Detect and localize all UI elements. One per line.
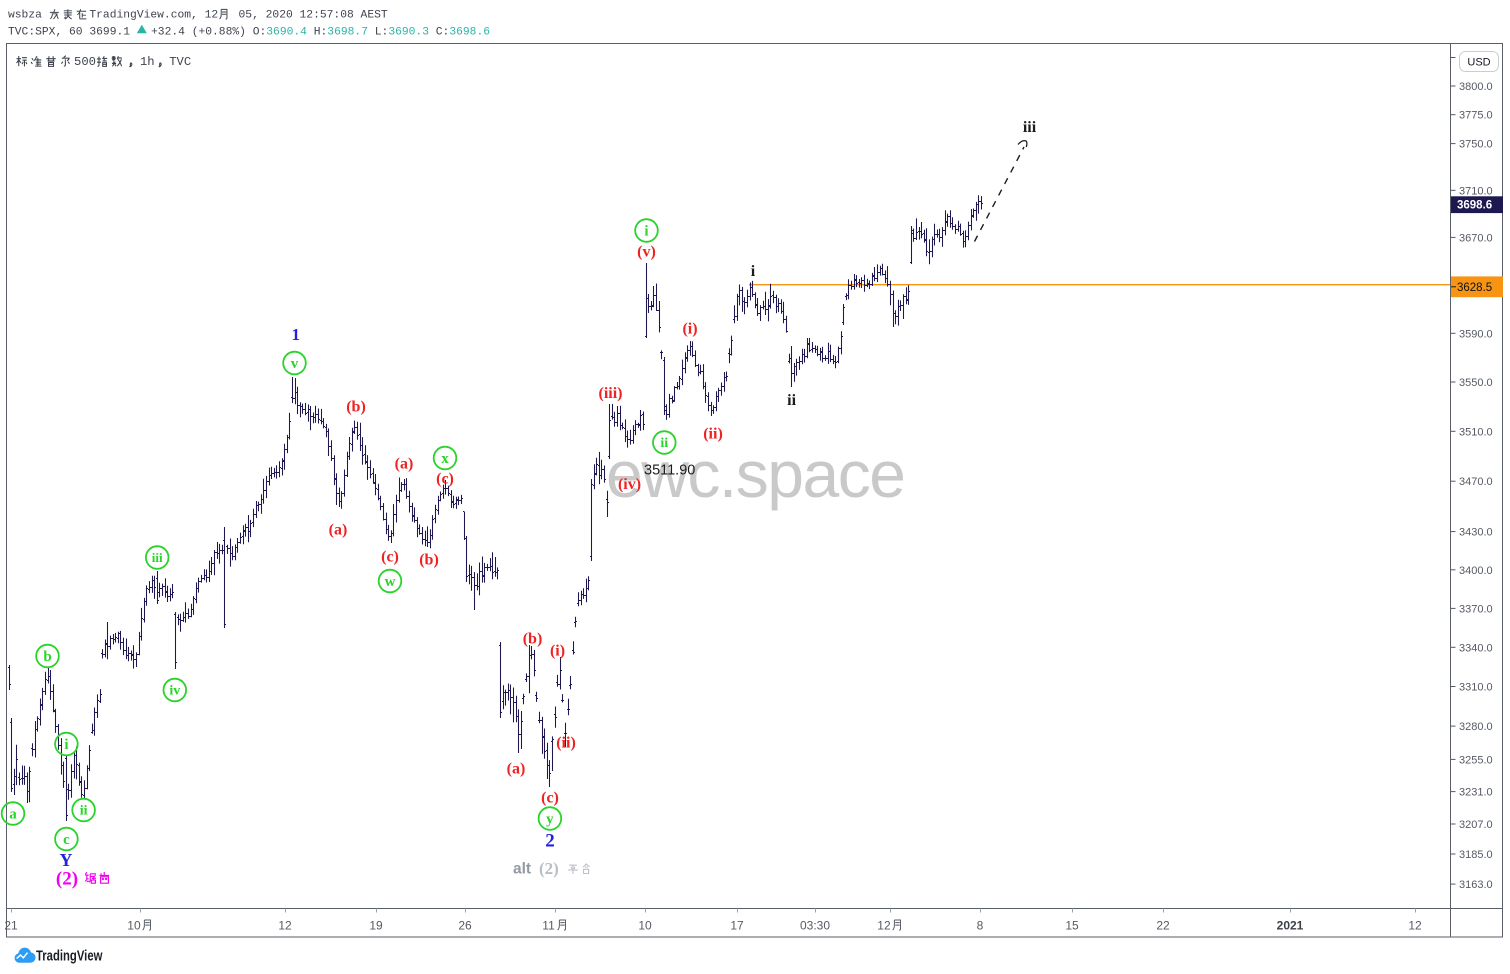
svg-text:TVC: TVC [169, 55, 191, 69]
svg-text:ii: ii [787, 392, 796, 409]
svg-text:3775.0: 3775.0 [1459, 110, 1493, 122]
svg-text:11: 11 [542, 919, 555, 933]
svg-text:21: 21 [4, 919, 18, 933]
svg-text:v: v [291, 356, 299, 372]
svg-text:3185.0: 3185.0 [1459, 849, 1493, 861]
svg-text:L:: L: [368, 27, 388, 39]
svg-text:15: 15 [1065, 919, 1079, 933]
svg-text:(2): (2) [56, 869, 78, 890]
svg-text:10: 10 [127, 919, 141, 933]
svg-text:2021: 2021 [1277, 919, 1304, 933]
svg-text:i: i [751, 263, 756, 280]
svg-text:w: w [385, 574, 396, 590]
svg-text:H:: H: [307, 27, 327, 39]
svg-text:17: 17 [730, 919, 744, 933]
svg-text:y: y [546, 812, 554, 828]
svg-text:TradingView.com, 12: TradingView.com, 12 [89, 10, 218, 22]
svg-text:1h: 1h [140, 55, 155, 69]
svg-text:3207.0: 3207.0 [1459, 819, 1493, 831]
svg-text:(ii): (ii) [703, 426, 723, 443]
svg-text:alt: alt [513, 861, 531, 878]
svg-text:c: c [63, 832, 70, 848]
svg-text:(ii): (ii) [556, 735, 576, 752]
svg-text:3698.6: 3698.6 [1457, 199, 1492, 211]
svg-text:3670.0: 3670.0 [1459, 232, 1493, 244]
svg-text:iii: iii [152, 550, 163, 565]
svg-text:iv: iv [169, 684, 180, 699]
svg-text:3710.0: 3710.0 [1459, 185, 1493, 197]
svg-text:TradingView: TradingView [36, 947, 103, 964]
svg-text:3698.6: 3698.6 [449, 27, 490, 39]
svg-text:(c): (c) [381, 549, 399, 566]
svg-text:3690.4: 3690.4 [266, 27, 307, 39]
svg-text:3628.5: 3628.5 [1457, 282, 1492, 294]
svg-text:a: a [9, 807, 17, 823]
svg-text:3280.0: 3280.0 [1459, 721, 1493, 733]
svg-text:12: 12 [278, 919, 292, 933]
svg-text:(i): (i) [682, 321, 697, 338]
svg-text:03:30: 03:30 [800, 919, 830, 933]
svg-text:3400.0: 3400.0 [1459, 565, 1493, 577]
svg-text:22: 22 [1156, 919, 1170, 933]
svg-text:26: 26 [458, 919, 472, 933]
svg-text:3470.0: 3470.0 [1459, 476, 1493, 488]
svg-text:(a): (a) [329, 522, 348, 539]
svg-text:(b): (b) [346, 399, 366, 416]
svg-text:(c): (c) [436, 471, 454, 488]
svg-text:3511.90: 3511.90 [644, 463, 695, 479]
svg-text:10: 10 [638, 919, 652, 933]
svg-text:(v): (v) [637, 244, 656, 261]
svg-text:05, 2020 12:57:08 AEST: 05, 2020 12:57:08 AEST [232, 10, 388, 22]
svg-text:(b): (b) [419, 552, 439, 569]
svg-text:3430.0: 3430.0 [1459, 527, 1493, 539]
svg-text:O:: O: [253, 27, 267, 39]
svg-text:C:: C: [429, 27, 449, 39]
svg-text:3510.0: 3510.0 [1459, 426, 1493, 438]
svg-text:19: 19 [369, 919, 383, 933]
svg-text:3698.7: 3698.7 [327, 27, 368, 39]
svg-text:3370.0: 3370.0 [1459, 603, 1493, 615]
svg-text:12: 12 [1408, 919, 1422, 933]
svg-text:1: 1 [292, 325, 301, 344]
svg-text:i: i [64, 737, 68, 753]
svg-text:USD: USD [1467, 57, 1490, 69]
svg-text:3750.0: 3750.0 [1459, 139, 1493, 151]
svg-text:12: 12 [877, 919, 891, 933]
svg-text:(iv): (iv) [618, 476, 641, 493]
svg-text:500: 500 [74, 55, 96, 69]
svg-text:3231.0: 3231.0 [1459, 787, 1493, 799]
svg-text:Y: Y [60, 850, 73, 870]
svg-text:+32.4 (+0.88%): +32.4 (+0.88%) [151, 27, 253, 39]
svg-text:(2): (2) [539, 859, 559, 878]
svg-text:3255.0: 3255.0 [1459, 754, 1493, 766]
svg-text:(iii): (iii) [599, 385, 623, 402]
svg-text:(i): (i) [550, 643, 565, 660]
svg-text:3550.0: 3550.0 [1459, 377, 1493, 389]
svg-text:3340.0: 3340.0 [1459, 642, 1493, 654]
svg-text:wsbza: wsbza [8, 10, 49, 22]
svg-text:3590.0: 3590.0 [1459, 328, 1493, 340]
svg-text:3163.0: 3163.0 [1459, 879, 1493, 891]
svg-text:ii: ii [660, 436, 668, 451]
svg-text:3310.0: 3310.0 [1459, 682, 1493, 694]
svg-text:iii: iii [1023, 119, 1037, 136]
svg-text:(c): (c) [541, 790, 559, 807]
svg-text:(a): (a) [395, 456, 414, 473]
svg-text:i: i [644, 224, 648, 240]
svg-text:TVC:SPX, 60 3699.1: TVC:SPX, 60 3699.1 [8, 27, 137, 39]
svg-text:(a): (a) [507, 761, 526, 778]
svg-text:8: 8 [977, 919, 984, 933]
svg-text:x: x [441, 451, 449, 467]
svg-text:3690.3: 3690.3 [388, 27, 429, 39]
svg-text:(b): (b) [523, 631, 543, 648]
svg-text:b: b [43, 649, 51, 665]
svg-text:ii: ii [80, 804, 88, 819]
svg-text:2: 2 [545, 831, 555, 852]
svg-text:3800.0: 3800.0 [1459, 81, 1493, 93]
